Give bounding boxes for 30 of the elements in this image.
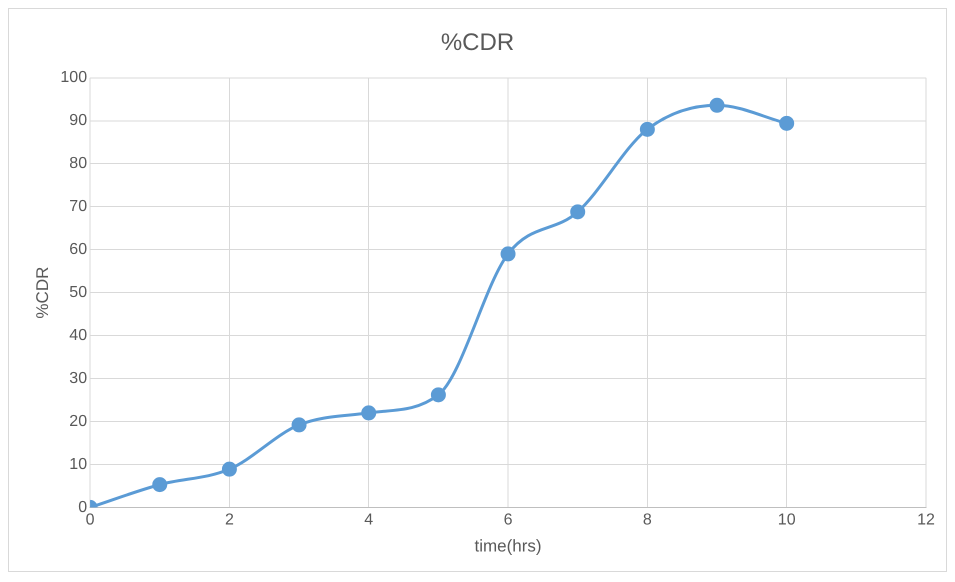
x-axis-title: time(hrs) — [474, 536, 542, 556]
x-tick-label: 10 — [778, 511, 796, 528]
point — [430, 387, 446, 402]
y-tick-label: 90 — [69, 112, 88, 130]
y-axis-title: %CDR — [32, 266, 52, 319]
y-tick-label: 70 — [69, 198, 88, 216]
y-tick-label: 20 — [69, 412, 88, 430]
point — [222, 462, 237, 477]
y-tick-label: 10 — [69, 456, 88, 473]
point — [361, 405, 376, 420]
point — [640, 122, 655, 137]
y-tick-label: 40 — [69, 326, 88, 344]
x-tick-label: 6 — [504, 511, 513, 528]
point — [570, 204, 586, 220]
point — [500, 246, 516, 262]
point — [152, 477, 168, 492]
y-tick-label: 30 — [69, 370, 88, 387]
point — [292, 417, 307, 432]
x-tick-label: 12 — [917, 511, 935, 528]
x-tick-label: 2 — [224, 511, 234, 528]
y-tick-label: 0 — [78, 498, 88, 516]
x-tick-label: 8 — [642, 511, 652, 528]
chart-title: %CDR — [440, 29, 514, 56]
x-tick-label: 4 — [364, 511, 374, 528]
y-tick-label: 80 — [69, 155, 88, 172]
y-tick-label: 100 — [60, 69, 88, 86]
y-tick-label: 60 — [69, 241, 88, 258]
point — [710, 98, 725, 113]
y-tick-label: 50 — [69, 284, 88, 302]
point — [779, 116, 794, 131]
